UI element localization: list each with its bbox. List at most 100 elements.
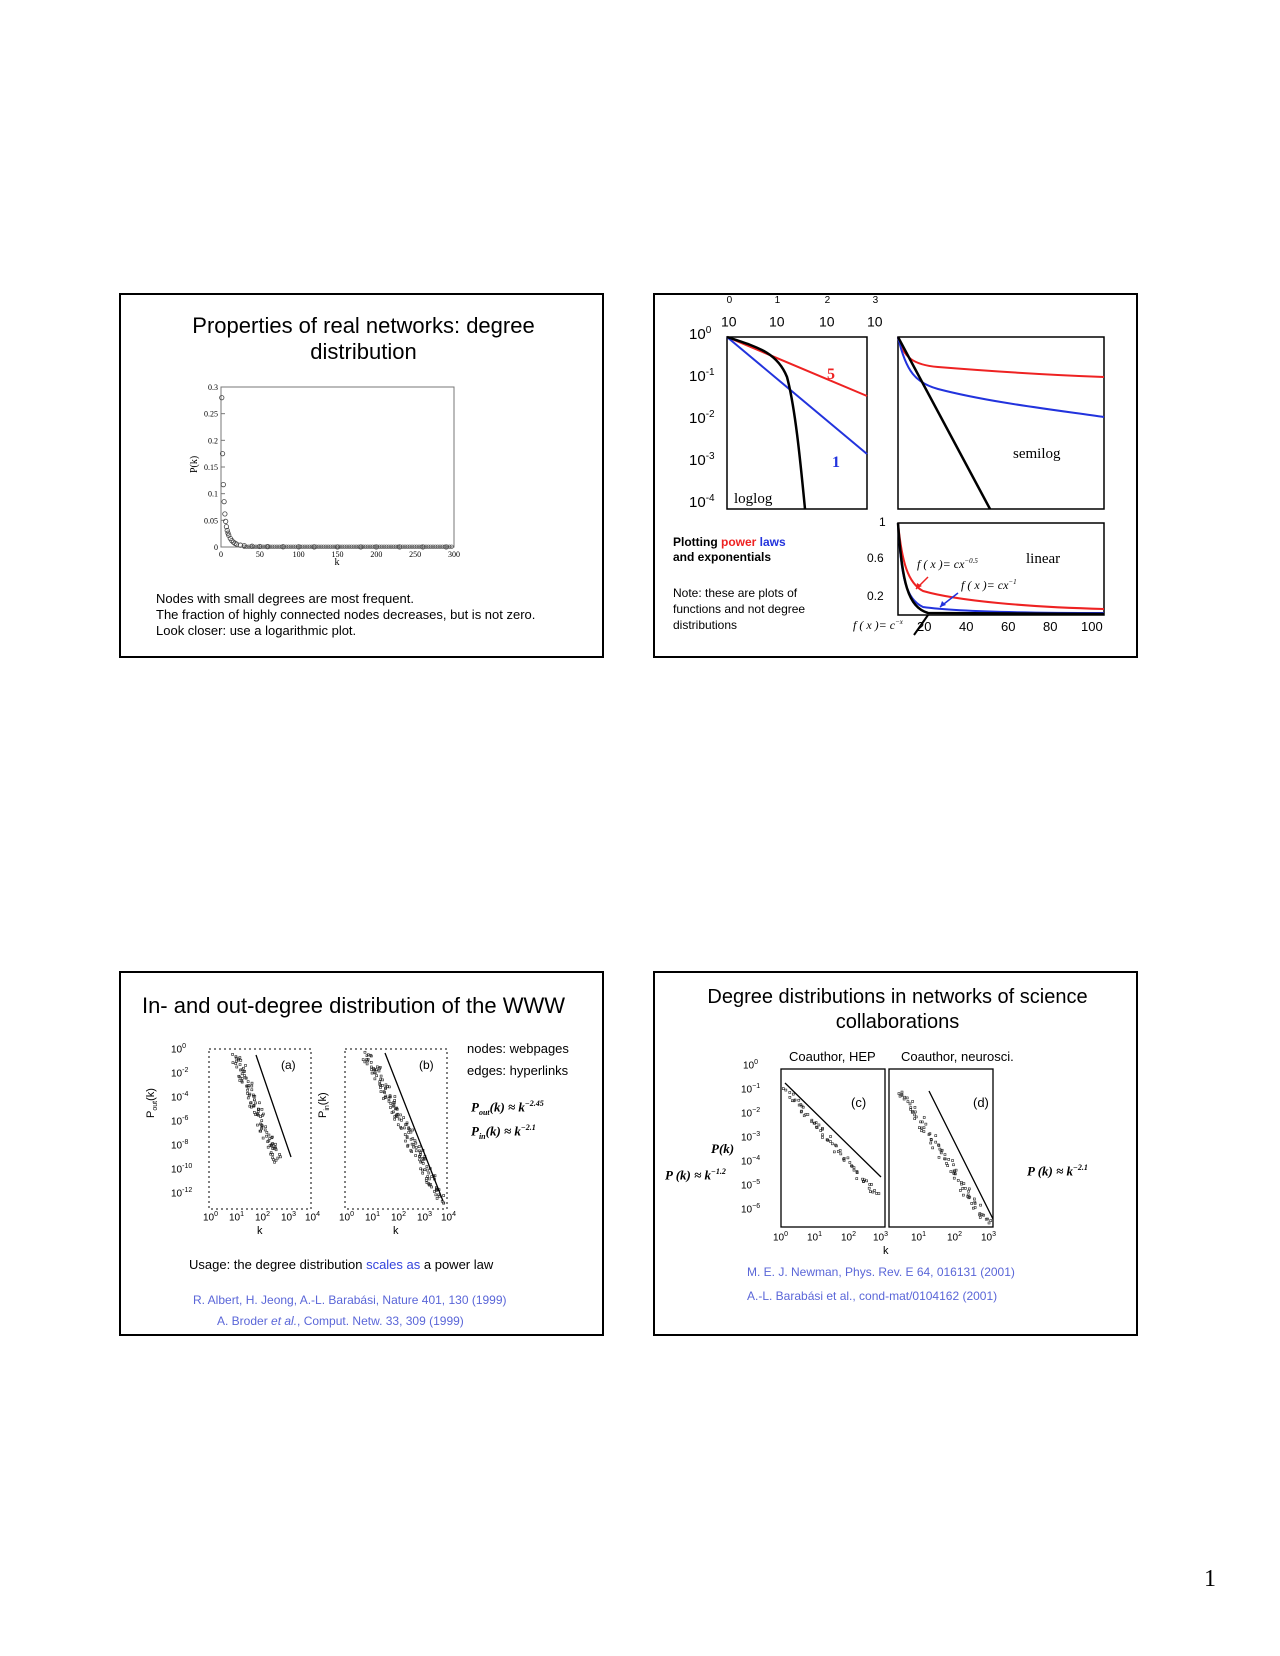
data-point: [929, 1141, 933, 1145]
data-point: [358, 544, 363, 549]
data-point: [781, 1087, 785, 1090]
data-point: [326, 544, 331, 549]
subtitle-hep: Coauthor, HEP: [789, 1049, 876, 1064]
data-point: [930, 1138, 933, 1142]
data-point: [943, 1153, 947, 1156]
data-point: [256, 1112, 259, 1115]
data-point: [421, 1171, 425, 1175]
data-point: [372, 544, 377, 549]
red-curve: [726, 336, 868, 397]
data-point: [962, 1182, 966, 1185]
data-point: [425, 1165, 429, 1168]
data-point: [919, 1120, 922, 1124]
data-point: [791, 1099, 794, 1102]
data-point: [246, 1096, 250, 1100]
data-point: [366, 1059, 370, 1063]
y-tick-label: 0.25: [204, 410, 218, 419]
data-point: [276, 1156, 280, 1160]
plotting-heading: Plotting power laws and exponentials: [673, 535, 786, 564]
data-point: [913, 1106, 917, 1109]
data-point: [234, 1056, 238, 1060]
data-point: [224, 527, 230, 534]
x-tick-label: 250: [409, 550, 421, 559]
data-point: [417, 1145, 421, 1148]
data-point: [430, 544, 436, 549]
data-point: [270, 544, 275, 549]
data-point: [918, 1126, 921, 1129]
data-point: [389, 1102, 393, 1105]
data-point: [234, 1055, 238, 1058]
data-point: [288, 544, 294, 549]
data-point: [978, 1216, 982, 1219]
data-point: [393, 544, 398, 549]
data-point: [429, 1183, 432, 1186]
data-point: [967, 1187, 971, 1191]
fit-line: [928, 1090, 994, 1220]
data-point: [405, 1122, 409, 1126]
data-point: [910, 1110, 914, 1114]
data-point: [815, 1126, 819, 1129]
semilog-plot: semilog: [896, 336, 1105, 510]
data-point: [868, 1190, 872, 1193]
data-point: [947, 1158, 951, 1161]
data-point: [411, 1128, 415, 1132]
data-point: [989, 1219, 993, 1222]
data-point: [365, 544, 370, 549]
data-point: [277, 544, 282, 549]
data-point: [265, 1131, 269, 1134]
data-point: [966, 1193, 970, 1197]
data-point: [333, 544, 338, 549]
data-point: [381, 1078, 384, 1082]
data-point: [388, 544, 394, 549]
data-point: [416, 544, 422, 549]
data-point: [246, 1088, 249, 1092]
data-point: [323, 544, 329, 549]
data-point: [393, 1115, 397, 1118]
data-point: [852, 1168, 856, 1172]
data-point: [395, 1115, 399, 1118]
x-axis-label: k: [883, 1245, 889, 1257]
data-point: [222, 511, 228, 517]
data-point: [242, 1066, 245, 1070]
data-point: [414, 544, 419, 549]
data-point: [407, 1131, 411, 1134]
data-point: [309, 544, 315, 549]
formula-black: f ( x )= c−x: [853, 618, 903, 632]
y-tick-label: 0.15: [204, 463, 218, 472]
data-point: [223, 524, 230, 530]
data-point: [379, 544, 384, 549]
data-point: [240, 1072, 244, 1076]
data-point: [435, 1197, 439, 1200]
data-point: [831, 1142, 834, 1146]
data-point: [260, 1125, 264, 1129]
formula-blue: f ( x )= cx−1: [961, 578, 1017, 592]
data-point: [940, 1148, 944, 1152]
data-point: [319, 544, 324, 549]
data-point: [393, 1099, 396, 1102]
loglog-plot: 5 1 loglog: [726, 335, 868, 510]
data-point: [415, 1145, 418, 1149]
data-point: [902, 1097, 906, 1101]
data-point: [286, 544, 291, 549]
slide-title: Degree distributions in networks of scie…: [707, 986, 1088, 1033]
data-point: [260, 1108, 264, 1111]
data-point: [946, 1164, 949, 1167]
data-point: [219, 395, 225, 401]
data-point: [395, 1106, 399, 1110]
data-point: [409, 1137, 413, 1141]
data-point: [240, 1080, 244, 1084]
data-point: [421, 1168, 424, 1172]
data-point: [274, 1148, 278, 1152]
panel-label: (b): [419, 1058, 434, 1072]
data-point: [973, 1202, 977, 1205]
data-point: [444, 544, 450, 549]
data-point: [804, 1113, 808, 1116]
data-point: [291, 544, 296, 549]
data-point: [397, 1117, 401, 1121]
data-point: [395, 544, 401, 549]
semilog-label: semilog: [1013, 446, 1061, 462]
data-point: [379, 1086, 382, 1089]
data-point: [819, 1129, 823, 1132]
data-point: [967, 1189, 970, 1193]
data-point: [784, 1088, 788, 1092]
